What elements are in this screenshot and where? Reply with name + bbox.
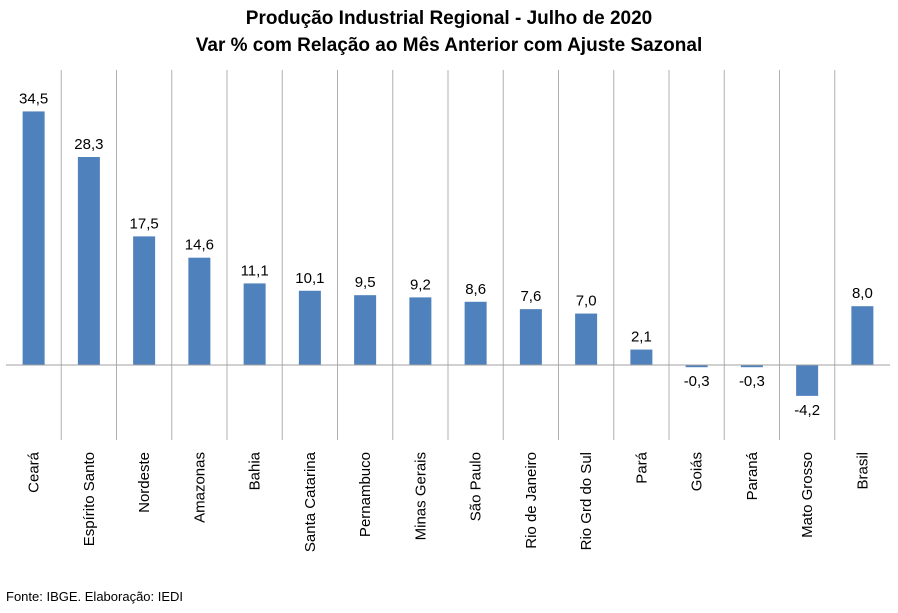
bar <box>575 313 598 365</box>
x-tick-label: Santa Catarina <box>302 451 319 552</box>
data-label: 10,1 <box>295 270 324 287</box>
data-label: 34,5 <box>19 90 48 107</box>
data-label: 8,6 <box>465 281 486 298</box>
x-tick-label: Bahia <box>247 451 264 490</box>
x-tick-label: Amazonas <box>191 452 208 523</box>
x-tick-label: Rio Grd do Sul <box>578 452 595 550</box>
data-label: 28,3 <box>74 136 103 153</box>
bar <box>851 306 874 365</box>
chart-subtitle: Var % com Relação ao Mês Anterior com Aj… <box>195 35 703 56</box>
x-tick-label: Espírito Santo <box>81 452 98 546</box>
x-tick-label: Rio de Janeiro <box>523 452 540 549</box>
bar <box>188 257 211 365</box>
bar <box>22 111 45 365</box>
bar <box>740 365 763 368</box>
x-tick-label: Ceará <box>26 451 43 493</box>
bar <box>354 295 377 365</box>
data-label: 7,0 <box>576 293 597 310</box>
x-tick-label: Pará <box>633 451 650 483</box>
data-label: -4,2 <box>794 402 820 419</box>
x-tick-label: Nordeste <box>136 452 153 513</box>
chart-title: Produção Industrial Regional - Julho de … <box>245 8 653 29</box>
bar <box>298 290 321 365</box>
x-tick-label: Brasil <box>854 452 871 490</box>
data-label: 11,1 <box>241 262 269 279</box>
x-tick-label: Pernambuco <box>357 452 374 537</box>
data-label: 8,0 <box>852 285 873 302</box>
x-tick-label: Paraná <box>744 451 761 500</box>
bar <box>243 283 266 365</box>
bar <box>77 156 100 365</box>
data-label: 9,5 <box>355 274 376 291</box>
bar <box>796 365 819 396</box>
bar <box>464 301 487 365</box>
bar <box>519 309 542 365</box>
data-label: -0,3 <box>684 373 710 390</box>
data-label: -0,3 <box>739 373 765 390</box>
data-label: 7,6 <box>520 288 541 305</box>
source-note: Fonte: IBGE. Elaboração: IEDI <box>6 589 184 604</box>
data-label: 9,2 <box>410 276 431 293</box>
x-tick-label: Minas Gerais <box>412 452 429 540</box>
x-tick-label: São Paulo <box>468 452 485 521</box>
bar <box>685 365 708 368</box>
bar <box>133 236 156 365</box>
bar <box>630 349 653 365</box>
x-tick-label: Mato Grosso <box>799 452 816 538</box>
data-label: 2,1 <box>631 329 652 346</box>
x-tick-label: Goiás <box>689 452 706 491</box>
data-label: 14,6 <box>185 237 214 254</box>
bar <box>409 297 432 365</box>
data-label: 17,5 <box>130 215 159 232</box>
